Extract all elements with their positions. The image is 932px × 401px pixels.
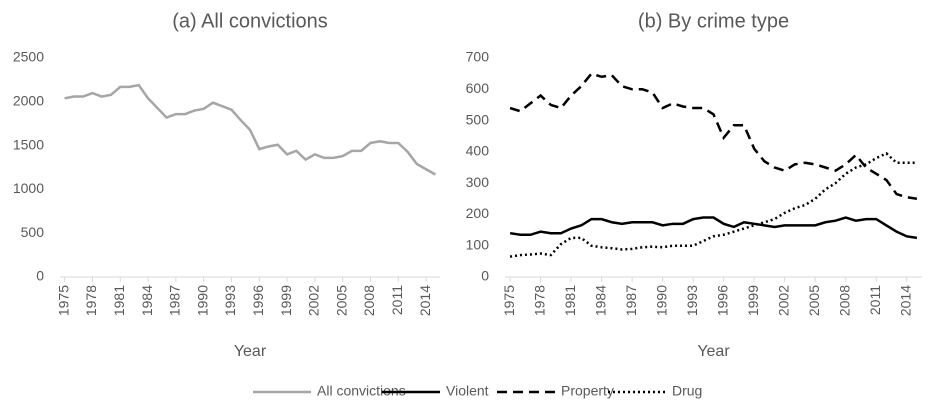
y-tick-label: 0	[481, 268, 489, 284]
x-tick-label: 1978	[531, 285, 547, 316]
x-tick-label: 1981	[111, 285, 127, 316]
x-tick-label: 1987	[623, 285, 639, 316]
legend-label: Drug	[672, 383, 702, 399]
y-tick-label: 500	[466, 111, 490, 127]
x-tick-label: 2005	[333, 285, 349, 316]
legend-label: Property	[561, 383, 614, 399]
y-tick-label: 1000	[13, 180, 44, 196]
x-tick-label: 1975	[501, 285, 517, 316]
x-tick-label: 1984	[592, 285, 608, 316]
x-axis-title: Year	[697, 343, 730, 360]
x-tick-label: 1987	[167, 285, 183, 316]
x-tick-label: 2005	[806, 285, 822, 316]
series-line	[64, 83, 436, 176]
y-tick-label: 600	[466, 80, 490, 96]
x-tick-label: 1993	[222, 285, 238, 316]
x-tick-label: 2008	[836, 285, 852, 316]
x-tick-label: 1999	[745, 285, 761, 316]
legend-label: Violent	[446, 383, 489, 399]
y-tick-label: 2500	[13, 49, 44, 65]
x-tick-label: 1999	[278, 285, 294, 316]
y-tick-label: 500	[21, 224, 45, 240]
y-tick-label: 200	[466, 205, 490, 221]
x-tick-label: 1990	[653, 285, 669, 316]
y-tick-label: 2000	[13, 93, 44, 109]
series-line	[509, 72, 918, 201]
x-tick-label: 1975	[55, 285, 71, 316]
x-tick-label: 1990	[194, 285, 210, 316]
x-tick-label: 1993	[684, 285, 700, 316]
x-tick-label: 2014	[417, 285, 433, 316]
y-tick-label: 1500	[13, 136, 44, 152]
y-tick-label: 400	[466, 143, 490, 159]
x-tick-label: 1978	[83, 285, 99, 316]
x-axis-title: Year	[234, 343, 267, 360]
x-tick-label: 2002	[306, 285, 322, 316]
x-tick-label: 1981	[562, 285, 578, 316]
x-tick-label: 2008	[361, 285, 377, 316]
chart-title: (b) By crime type	[638, 10, 789, 32]
x-tick-label: 2002	[775, 285, 791, 316]
x-tick-label: 2011	[389, 285, 405, 315]
x-tick-label: 1984	[139, 285, 155, 316]
y-tick-label: 700	[466, 49, 490, 65]
y-tick-label: 100	[466, 236, 490, 252]
series-line	[509, 216, 918, 240]
x-tick-label: 1996	[250, 285, 266, 316]
chart-title: (a) All convictions	[172, 10, 328, 32]
y-tick-label: 0	[36, 268, 44, 284]
series-line	[509, 151, 917, 258]
legend-label: All convictions	[317, 383, 406, 399]
x-tick-label: 2011	[867, 285, 883, 315]
x-tick-label: 1996	[714, 285, 730, 316]
y-tick-label: 300	[466, 174, 490, 190]
x-tick-label: 2014	[897, 285, 913, 316]
